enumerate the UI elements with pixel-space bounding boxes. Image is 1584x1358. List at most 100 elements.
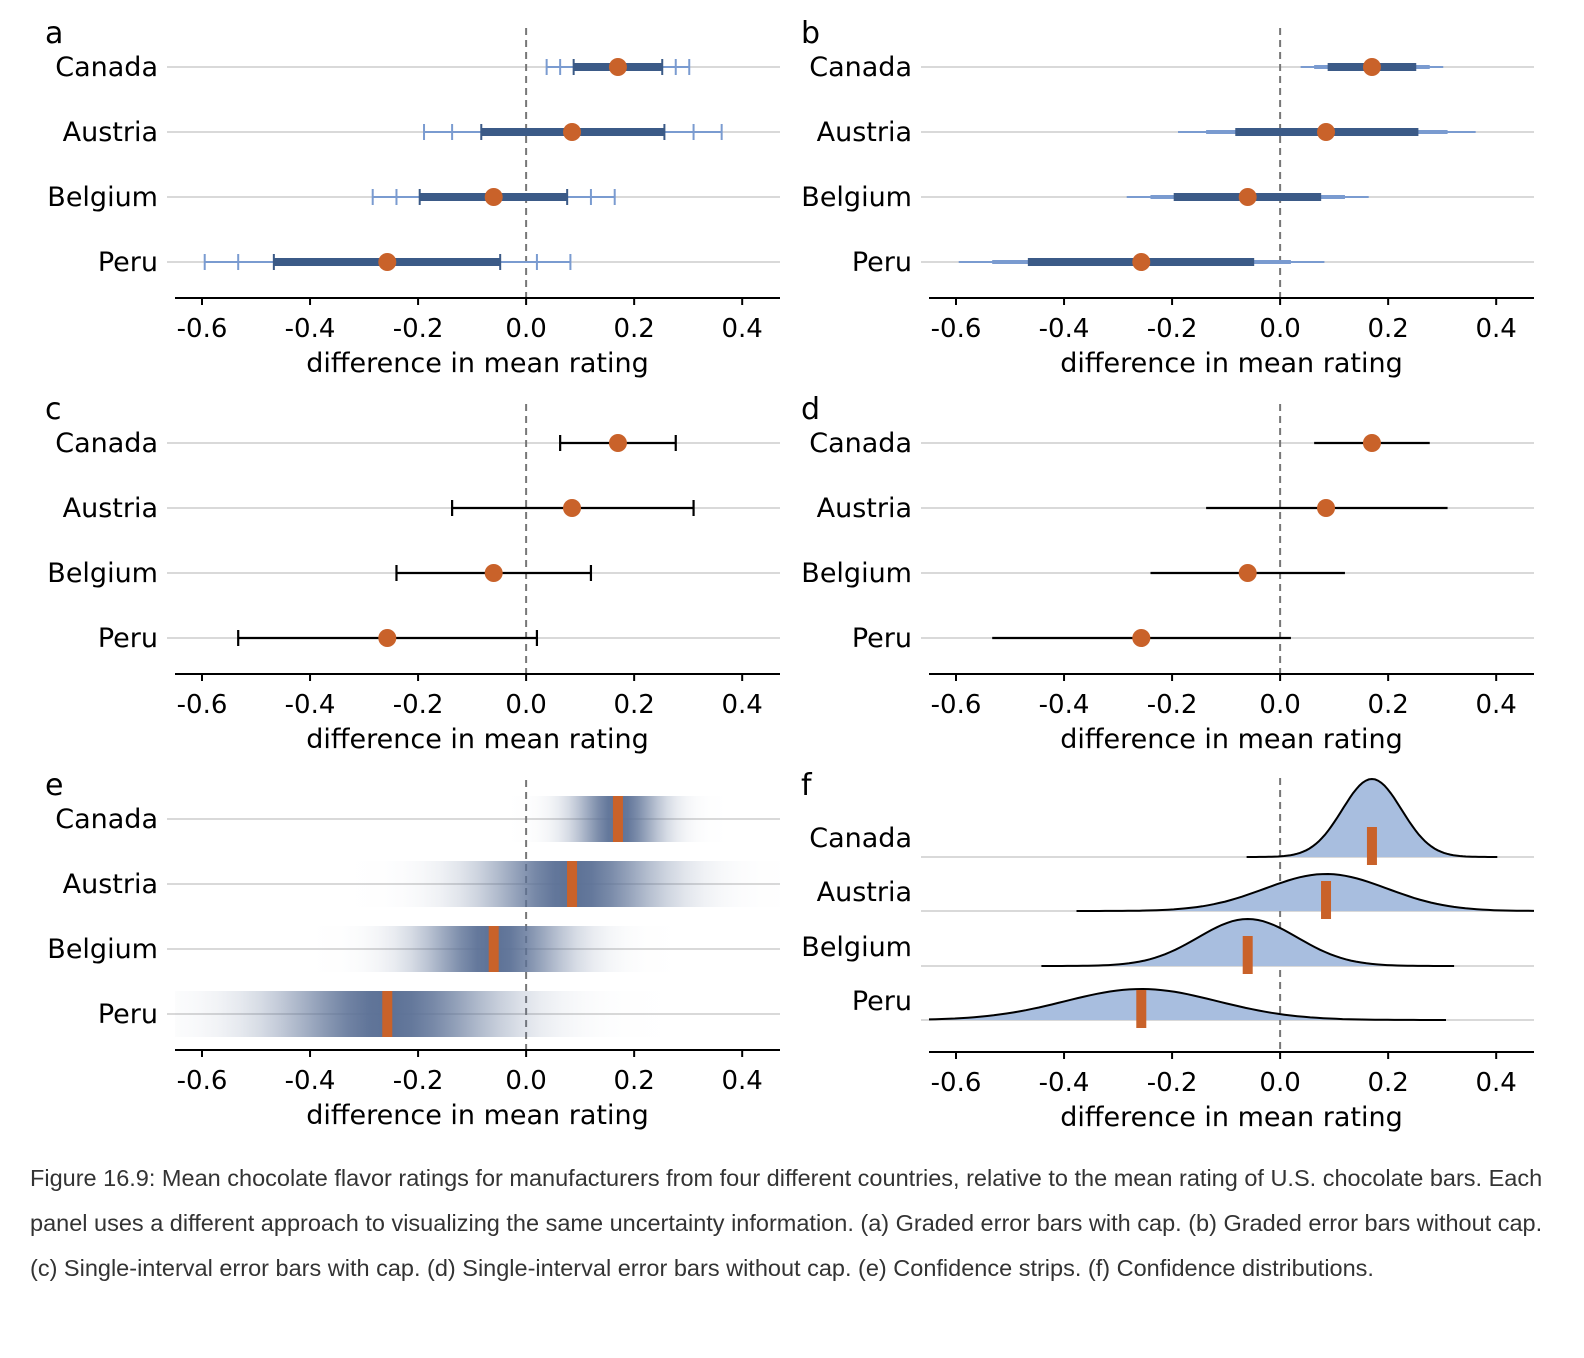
x-tick-label: 0.4 bbox=[722, 314, 763, 344]
estimate-point bbox=[1132, 629, 1151, 647]
panel-letter: a bbox=[45, 16, 63, 51]
panel-letter: c bbox=[45, 392, 62, 427]
x-tick-label: 0.4 bbox=[1476, 690, 1517, 720]
category-label: Canada bbox=[55, 52, 158, 83]
confidence-strip bbox=[175, 991, 692, 1037]
panel-letter: f bbox=[801, 768, 813, 803]
x-tick-label: -0.4 bbox=[285, 314, 336, 344]
estimate-mark bbox=[1242, 936, 1253, 974]
estimate-mark bbox=[488, 926, 499, 972]
x-tick-label: 0.2 bbox=[613, 314, 654, 344]
figure-caption: Figure 16.9: Mean chocolate flavor ratin… bbox=[30, 1165, 1543, 1281]
x-tick-label: 0.2 bbox=[1367, 1068, 1408, 1098]
estimate-point bbox=[484, 188, 503, 206]
x-tick-label: 0.4 bbox=[1476, 314, 1517, 344]
x-tick-label: 0.0 bbox=[1259, 690, 1300, 720]
x-tick-label: -0.2 bbox=[393, 1066, 444, 1096]
x-tick-label: -0.4 bbox=[1039, 314, 1090, 344]
category-label: Austria bbox=[817, 877, 912, 908]
x-axis-label: difference in mean rating bbox=[1060, 1102, 1402, 1133]
density-area bbox=[1246, 779, 1498, 857]
category-label: Belgium bbox=[47, 558, 158, 589]
estimate-point bbox=[563, 499, 582, 517]
x-tick-label: 0.0 bbox=[1259, 1068, 1300, 1098]
estimate-point bbox=[1362, 58, 1381, 76]
estimate-point bbox=[563, 123, 582, 141]
x-axis-label: difference in mean rating bbox=[1060, 348, 1402, 379]
x-tick-label: -0.6 bbox=[931, 1068, 982, 1098]
density-curve bbox=[1076, 872, 1535, 912]
category-label: Canada bbox=[55, 428, 158, 459]
confidence-strip bbox=[327, 861, 780, 907]
x-tick-label: -0.4 bbox=[285, 690, 336, 720]
x-tick-label: 0.0 bbox=[505, 690, 546, 720]
x-tick-label: -0.2 bbox=[1147, 314, 1198, 344]
x-tick-label: -0.4 bbox=[1039, 1068, 1090, 1098]
category-label: Belgium bbox=[47, 934, 158, 965]
x-axis-label: difference in mean rating bbox=[306, 348, 648, 379]
x-tick-label: -0.6 bbox=[177, 314, 228, 344]
estimate-point bbox=[1238, 564, 1257, 582]
density-area bbox=[1076, 874, 1534, 911]
estimate-point bbox=[378, 629, 397, 647]
category-label: Austria bbox=[63, 493, 158, 524]
x-axis-label: difference in mean rating bbox=[306, 1100, 648, 1131]
x-tick-label: 0.0 bbox=[1259, 314, 1300, 344]
x-tick-label: 0.2 bbox=[1367, 314, 1408, 344]
x-tick-label: 0.2 bbox=[613, 1066, 654, 1096]
estimate-mark bbox=[382, 991, 393, 1037]
category-label: Canada bbox=[809, 52, 912, 83]
x-tick-label: -0.4 bbox=[285, 1066, 336, 1096]
category-label: Belgium bbox=[801, 932, 912, 963]
x-tick-label: 0.0 bbox=[505, 314, 546, 344]
estimate-point bbox=[1132, 253, 1151, 271]
estimate-point bbox=[1317, 123, 1336, 141]
category-label: Peru bbox=[852, 247, 912, 278]
panel-f: f Canada Austria Belgium Peru -0.6 -0.4 -0.2 0.0… bbox=[801, 768, 1535, 1133]
x-tick-label: 0.2 bbox=[1367, 690, 1408, 720]
category-label: Austria bbox=[817, 493, 912, 524]
density-curve bbox=[928, 987, 1446, 1021]
category-label: Austria bbox=[817, 117, 912, 148]
x-tick-label: 0.2 bbox=[613, 690, 654, 720]
x-tick-label: -0.2 bbox=[393, 690, 444, 720]
x-tick-label: 0.4 bbox=[722, 690, 763, 720]
estimate-point bbox=[378, 253, 397, 271]
x-tick-label: -0.4 bbox=[1039, 690, 1090, 720]
estimate-point bbox=[1362, 434, 1381, 452]
category-label: Austria bbox=[63, 869, 158, 900]
x-tick-label: -0.2 bbox=[1147, 690, 1198, 720]
x-tick-label: 0.4 bbox=[722, 1066, 763, 1096]
x-tick-label: 0.0 bbox=[505, 1066, 546, 1096]
category-label: Peru bbox=[852, 623, 912, 654]
category-label: Peru bbox=[852, 986, 912, 1017]
x-tick-label: -0.6 bbox=[177, 690, 228, 720]
estimate-point bbox=[484, 564, 503, 582]
x-tick-label: -0.6 bbox=[931, 314, 982, 344]
density-curve bbox=[1041, 917, 1455, 967]
category-label: Belgium bbox=[801, 558, 912, 589]
x-axis-label: difference in mean rating bbox=[306, 724, 648, 755]
category-label: Peru bbox=[98, 247, 158, 278]
x-tick-label: -0.6 bbox=[177, 1066, 228, 1096]
category-label: Canada bbox=[809, 823, 912, 854]
x-tick-label: -0.2 bbox=[1147, 1068, 1198, 1098]
category-label: Austria bbox=[63, 117, 158, 148]
density-curve bbox=[1246, 777, 1498, 858]
panel-letter: e bbox=[45, 768, 63, 803]
category-label: Canada bbox=[809, 428, 912, 459]
panel-letter: b bbox=[801, 16, 820, 51]
density-area bbox=[929, 989, 1446, 1020]
category-label: Canada bbox=[55, 804, 158, 835]
estimate-mark bbox=[1136, 990, 1147, 1028]
category-label: Belgium bbox=[801, 182, 912, 213]
x-tick-label: -0.2 bbox=[393, 314, 444, 344]
estimate-mark bbox=[567, 861, 578, 907]
estimate-mark bbox=[612, 796, 623, 842]
